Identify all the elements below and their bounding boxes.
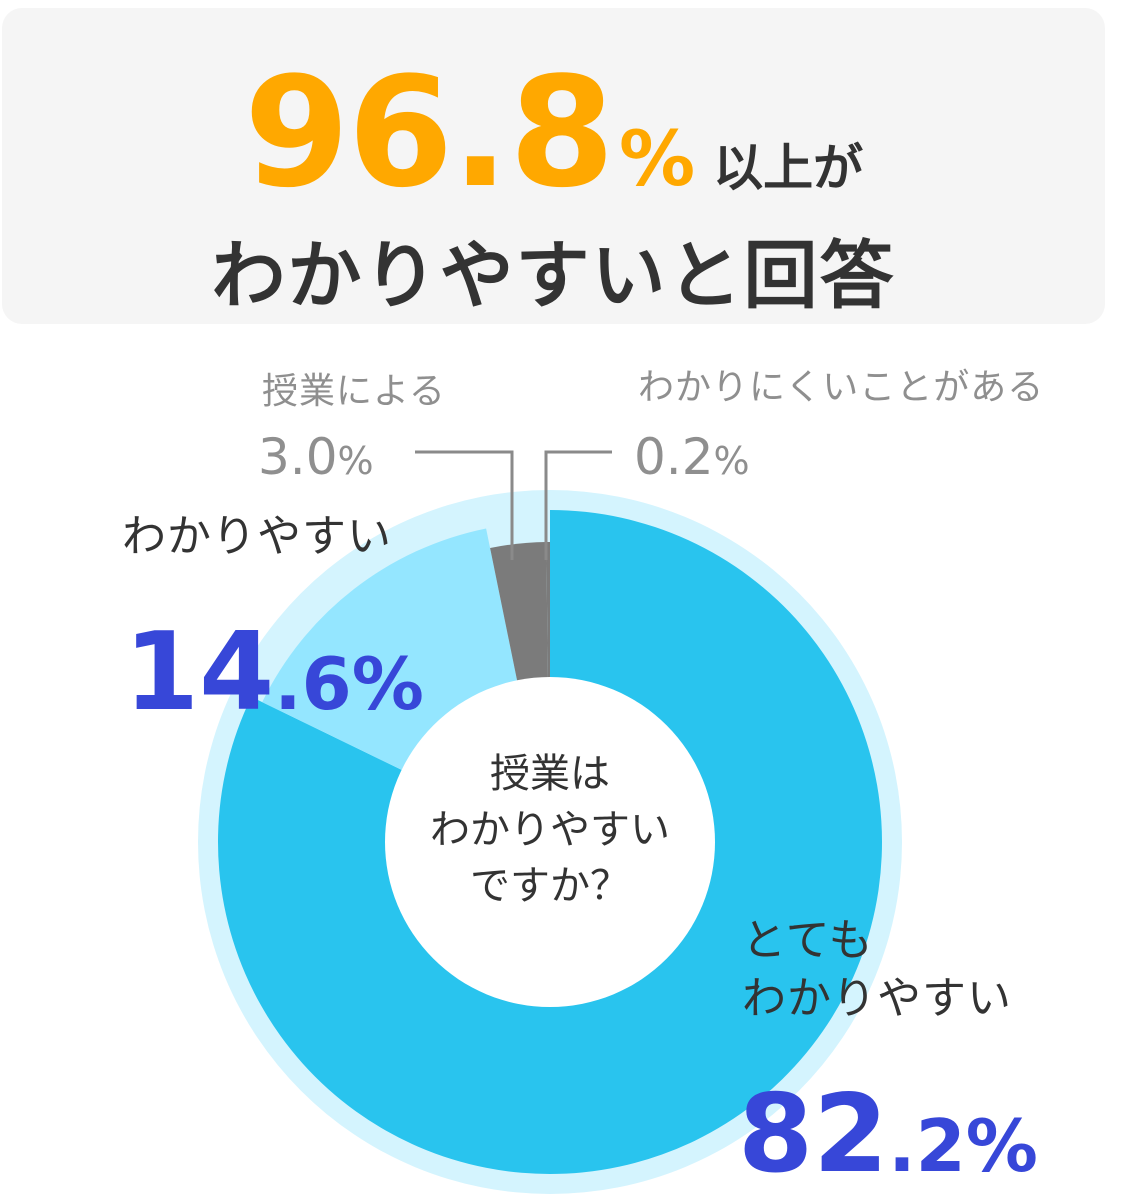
donut-hole: [385, 677, 715, 1007]
label-very-easy-value: 82.2%: [738, 1072, 1038, 1197]
headline-row1: 96.8% 以上が: [2, 44, 1105, 221]
depends-value-num: 3.0: [258, 428, 338, 486]
very-easy-value-dec: .2%: [888, 1104, 1038, 1188]
headline-decimal: .8: [451, 44, 615, 221]
very-easy-line2: わかりやすい: [742, 973, 1012, 1024]
easy-value-dec: .6%: [274, 642, 424, 726]
easy-value-int: 14: [124, 610, 275, 735]
headline-box: 96.8% 以上が わかりやすいと回答: [2, 8, 1105, 324]
label-very-easy-category: とても わかりやすい: [742, 912, 1012, 1028]
leader-line-depends: [415, 450, 514, 560]
label-hard-category: わかりにくいことがある: [638, 367, 1045, 408]
headline-percent: %: [618, 114, 696, 203]
headline-line2: わかりやすいと回答: [211, 233, 896, 319]
headline-number: 96: [243, 44, 454, 221]
label-hard-value: 0.2%: [634, 428, 750, 486]
label-easy-category: わかりやすい: [122, 511, 392, 562]
depends-value-pct: %: [337, 439, 374, 483]
center-line3: ですか？: [470, 863, 630, 909]
very-easy-line1: とても: [742, 915, 874, 966]
label-easy-value: 14.6%: [124, 610, 424, 735]
very-easy-value-int: 82: [738, 1072, 889, 1197]
donut-center-question: 授業は わかりやすい ですか？: [390, 746, 710, 914]
label-depends-category: 授業による: [262, 371, 446, 412]
leader-line-hard: [544, 450, 612, 560]
headline-suffix: 以上が: [713, 139, 864, 197]
label-depends-value: 3.0%: [258, 428, 374, 486]
center-line1: 授業は: [490, 751, 610, 797]
center-line2: わかりやすい: [430, 807, 670, 853]
hard-value-num: 0.2: [634, 428, 714, 486]
hard-value-pct: %: [713, 439, 750, 483]
